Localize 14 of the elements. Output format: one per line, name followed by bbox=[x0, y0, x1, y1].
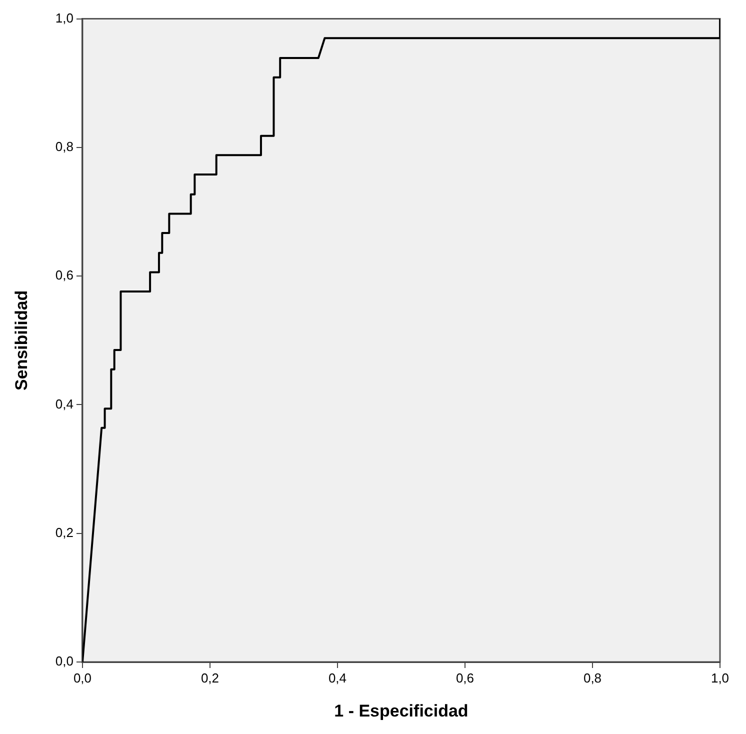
y-tick-label: 0,2 bbox=[55, 524, 74, 540]
x-tick-label: 0,8 bbox=[583, 670, 602, 686]
y-tick-label: 0,6 bbox=[55, 268, 74, 283]
x-tick-label: 0,0 bbox=[73, 670, 92, 686]
y-tick-label: 0,8 bbox=[55, 139, 74, 154]
y-tick-label: 0,4 bbox=[55, 396, 74, 412]
x-tick-label: 0,2 bbox=[200, 670, 220, 686]
x-tick-label: 0,4 bbox=[328, 670, 347, 686]
x-tick-label: 0,6 bbox=[456, 670, 474, 686]
y-axis-title: Sensibilidad bbox=[12, 290, 31, 390]
y-tick-label: 1,0 bbox=[55, 10, 74, 26]
x-tick-label: 1,0 bbox=[710, 670, 730, 686]
x-axis-title: 1 - Especificidad bbox=[334, 701, 468, 720]
y-tick-label: 0,0 bbox=[55, 654, 74, 669]
